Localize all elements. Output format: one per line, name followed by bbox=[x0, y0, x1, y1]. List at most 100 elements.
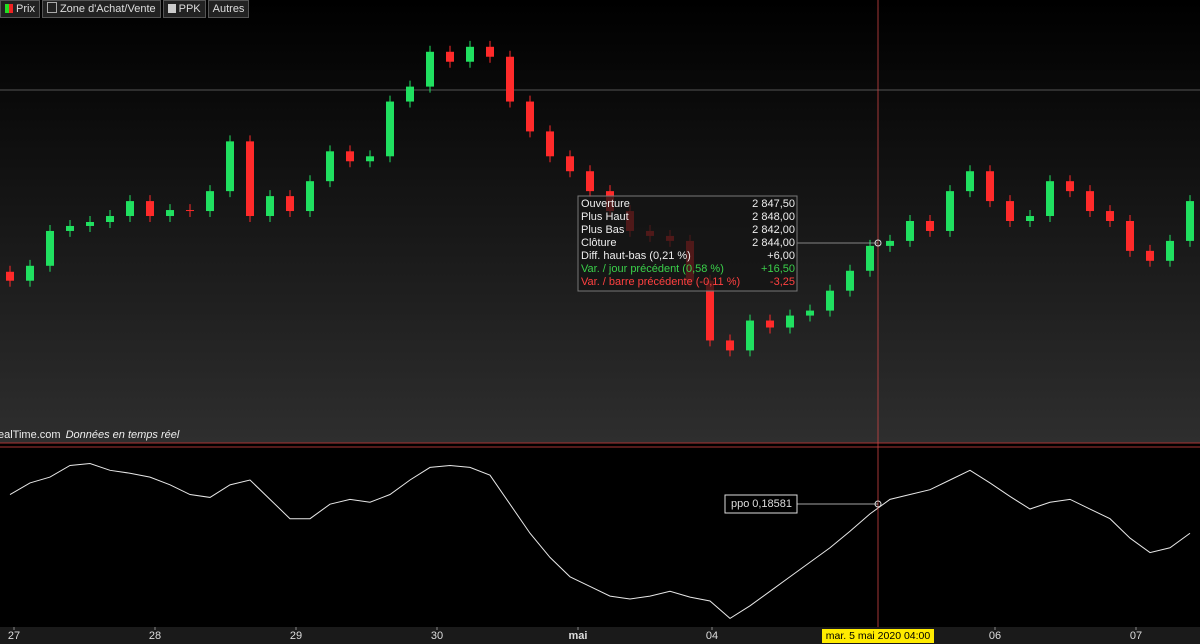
candle-body bbox=[386, 101, 394, 157]
tooltip-value: 2 847,50 bbox=[752, 198, 795, 210]
candle-body bbox=[1066, 181, 1074, 192]
candle-body bbox=[106, 216, 114, 222]
tooltip-label: Clôture bbox=[581, 237, 616, 249]
swatch bbox=[46, 2, 57, 13]
toolbar-label: Autres bbox=[212, 3, 245, 15]
candle-body bbox=[1126, 221, 1134, 251]
candle-body bbox=[426, 51, 434, 87]
ppo-label: ppo bbox=[731, 498, 749, 510]
candle-body bbox=[146, 201, 154, 217]
candle-body bbox=[766, 320, 774, 328]
candle-body bbox=[786, 315, 794, 328]
candle-body bbox=[986, 171, 994, 202]
toolbar-button[interactable]: Prix bbox=[0, 0, 40, 18]
candle-body bbox=[1026, 216, 1034, 221]
toolbar-button[interactable]: PPK bbox=[162, 0, 206, 18]
toolbar: Prix Zone d'Achat/Vente PPK Autres bbox=[0, 0, 250, 18]
ppo-box bbox=[724, 494, 798, 514]
candle-body bbox=[946, 191, 954, 231]
candle-body bbox=[726, 340, 734, 351]
x-tick-label: 27 bbox=[8, 630, 20, 642]
indicator-panel bbox=[0, 447, 1200, 627]
tooltip-label: Var. / jour précédent (0,58 %) bbox=[581, 263, 724, 275]
candle-body bbox=[846, 270, 854, 291]
swatch bbox=[5, 4, 13, 13]
tooltip-value: +16,50 bbox=[761, 263, 795, 275]
candle-body bbox=[866, 245, 874, 271]
candle-body bbox=[706, 280, 714, 341]
x-tick-label: mai bbox=[569, 630, 588, 642]
candle-body bbox=[286, 196, 294, 212]
candle-body bbox=[406, 86, 414, 102]
x-tick-label: 28 bbox=[149, 630, 161, 642]
source: ealTime.com Données en temps réel bbox=[0, 429, 180, 441]
candle-body bbox=[1046, 181, 1054, 217]
candle-body bbox=[1006, 201, 1014, 221]
ppo-value: 0,18581 bbox=[752, 498, 792, 510]
tooltip-value: +6,00 bbox=[767, 250, 795, 262]
candle-body bbox=[966, 171, 974, 192]
tooltip-label: Plus Haut bbox=[581, 211, 629, 223]
candle-body bbox=[186, 210, 194, 212]
candle-body bbox=[586, 171, 594, 192]
source-name: ealTime.com bbox=[0, 429, 61, 441]
candle-body bbox=[226, 141, 234, 192]
candle-body bbox=[746, 320, 754, 351]
x-tick-label: 29 bbox=[290, 630, 302, 642]
cursor-label-box bbox=[822, 629, 934, 643]
tooltip-label: Var. / barre précédente (-0,11 %) bbox=[581, 276, 740, 288]
candle-body bbox=[266, 196, 274, 217]
candle-body bbox=[1146, 250, 1154, 261]
candle-body bbox=[66, 225, 74, 231]
x-tick-label: 30 bbox=[431, 630, 443, 642]
candle-body bbox=[6, 271, 14, 281]
candle-body bbox=[546, 131, 554, 157]
candle-body bbox=[206, 191, 214, 212]
toolbar-label: Prix bbox=[16, 3, 35, 15]
candle-body bbox=[126, 201, 134, 217]
candle-body bbox=[166, 210, 174, 217]
candle-body bbox=[306, 181, 314, 212]
cursor-dot bbox=[874, 500, 882, 508]
candle-body bbox=[886, 240, 894, 246]
candle-body bbox=[526, 101, 534, 132]
candle-body bbox=[366, 156, 374, 162]
cursor-dot bbox=[874, 239, 882, 247]
toolbar-label: PPK bbox=[178, 3, 201, 15]
candle-body bbox=[566, 156, 574, 172]
tooltip-value: 2 844,00 bbox=[752, 237, 795, 249]
toolbar-button[interactable]: Zone d'Achat/Vente bbox=[41, 0, 161, 18]
candle-body bbox=[926, 221, 934, 231]
candle-body bbox=[446, 51, 454, 62]
tooltip-label: Ouverture bbox=[581, 198, 630, 210]
source-note: Données en temps réel bbox=[66, 429, 180, 441]
candle-body bbox=[326, 151, 334, 182]
tooltip-label: Diff. haut-bas (0,21 %) bbox=[581, 250, 691, 262]
candle-body bbox=[46, 230, 54, 266]
candle-body bbox=[486, 46, 494, 57]
candle-body bbox=[906, 221, 914, 241]
candle-body bbox=[246, 141, 254, 217]
ppo-line bbox=[9, 463, 1191, 620]
tooltip-value: 2 848,00 bbox=[752, 211, 795, 223]
candle-body bbox=[86, 221, 94, 226]
x-tick-label: 04 bbox=[706, 630, 718, 642]
toolbar-label: Zone d'Achat/Vente bbox=[59, 3, 156, 15]
toolbar-button[interactable]: Autres bbox=[207, 0, 250, 18]
candle-body bbox=[806, 310, 814, 316]
candle-body bbox=[826, 290, 834, 311]
swatch bbox=[167, 4, 176, 13]
cursor-label: mar. 5 mai 2020 04:00 bbox=[826, 630, 931, 642]
candle-body bbox=[1166, 240, 1174, 261]
tooltip bbox=[577, 195, 798, 292]
tooltip-value: 2 842,00 bbox=[752, 224, 795, 236]
tooltip-label: Plus Bas bbox=[581, 224, 625, 236]
x-tick-label: 06 bbox=[989, 630, 1001, 642]
candle-body bbox=[1186, 201, 1194, 241]
candle-body bbox=[1106, 211, 1114, 221]
candle-body bbox=[466, 46, 474, 62]
x-axis bbox=[0, 627, 1200, 644]
candle-body bbox=[1086, 191, 1094, 212]
